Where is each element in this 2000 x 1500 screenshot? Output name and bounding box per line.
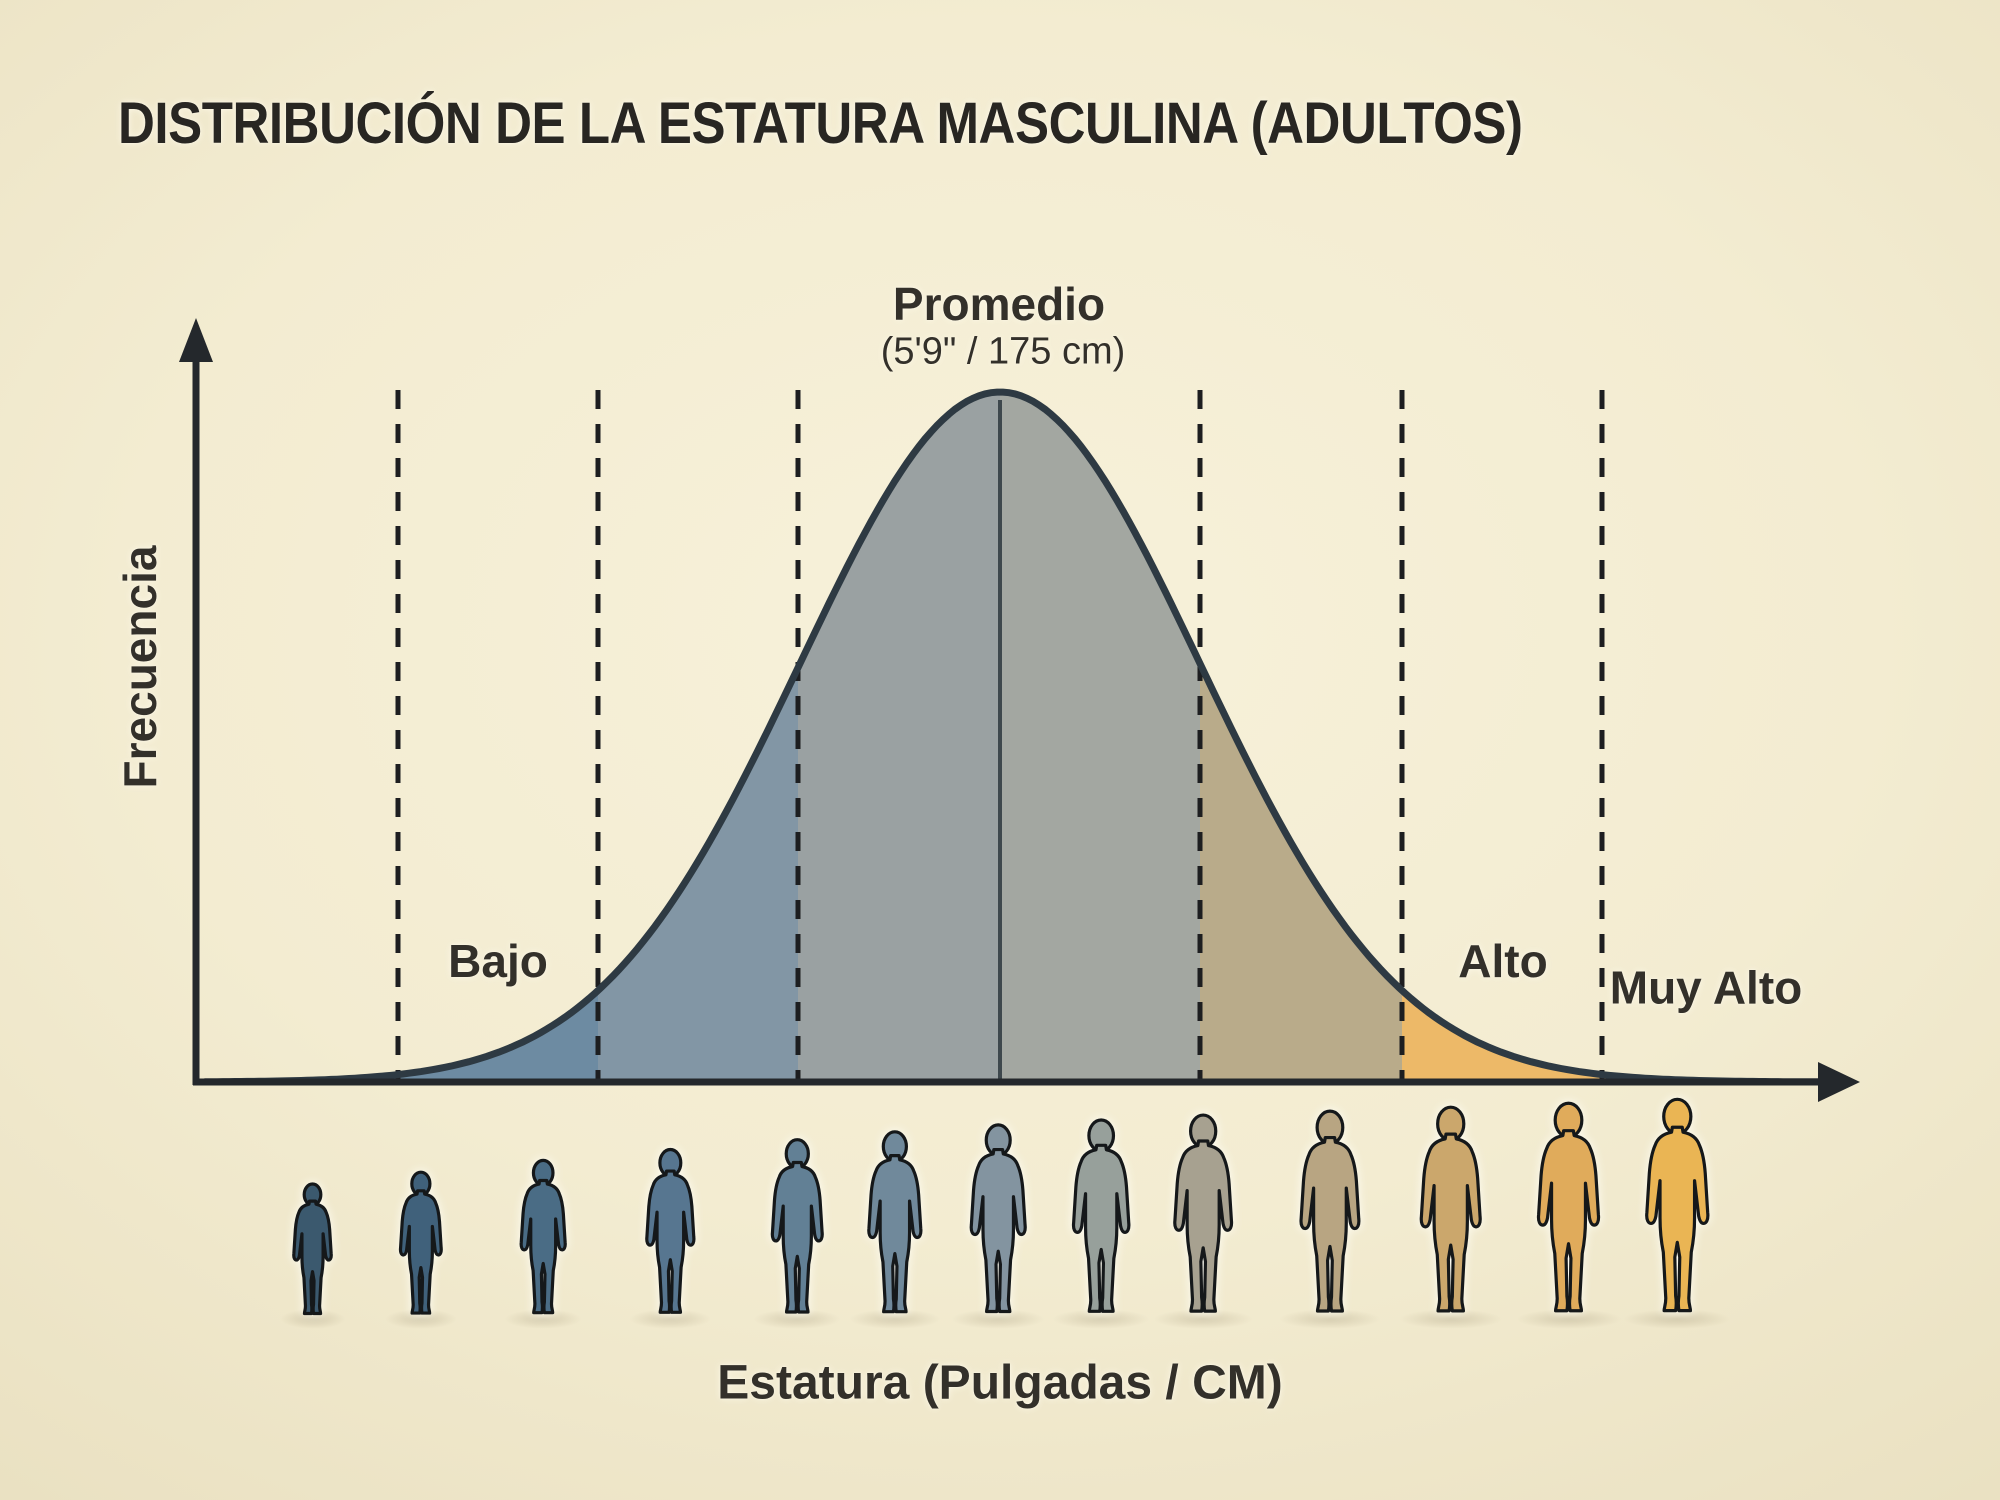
x-axis-arrowhead-icon bbox=[1818, 1062, 1860, 1102]
curve-band bbox=[798, 392, 1000, 1082]
person-silhouette bbox=[971, 1125, 1025, 1312]
figure-ground-shadow bbox=[1623, 1309, 1731, 1329]
region-label-short: Bajo bbox=[448, 935, 548, 987]
figure-ground-shadow bbox=[628, 1309, 712, 1329]
figure-ground-shadow bbox=[1279, 1309, 1381, 1329]
y-axis-title: Frecuencia bbox=[114, 545, 166, 789]
person-silhouette bbox=[772, 1140, 822, 1312]
person-figure bbox=[1634, 1096, 1721, 1318]
person-silhouette bbox=[869, 1132, 921, 1312]
person-figure bbox=[512, 1158, 574, 1318]
sigma-dashed-gridlines bbox=[395, 390, 1605, 1079]
person-figure bbox=[1409, 1104, 1492, 1318]
figure-ground-shadow bbox=[849, 1309, 941, 1329]
figure-ground-shadow bbox=[753, 1309, 841, 1329]
person-silhouette bbox=[1301, 1111, 1359, 1311]
region-label-very-tall: Muy Alto bbox=[1609, 961, 1803, 1014]
mean-value-label: (5'9" / 175 cm) bbox=[880, 330, 1126, 373]
curve-band bbox=[1000, 392, 1200, 1082]
figure-ground-shadow bbox=[1399, 1309, 1503, 1329]
person-figure bbox=[392, 1170, 450, 1318]
figure-ground-shadow bbox=[950, 1309, 1046, 1329]
person-figure bbox=[858, 1129, 932, 1318]
region-label-tall: Alto bbox=[1458, 935, 1548, 987]
person-figure bbox=[1062, 1117, 1140, 1318]
person-figure bbox=[1163, 1112, 1243, 1318]
person-figure bbox=[1526, 1100, 1611, 1318]
chart-title: DISTRIBUCIÓN DE LA ESTATURA MASCULINA (A… bbox=[118, 91, 1523, 156]
person-silhouette bbox=[1175, 1115, 1232, 1311]
figure-ground-shadow bbox=[280, 1309, 346, 1329]
person-silhouette bbox=[401, 1172, 442, 1313]
person-silhouette bbox=[1073, 1120, 1128, 1311]
y-axis-arrowhead-icon bbox=[179, 318, 213, 362]
curve-band bbox=[205, 392, 398, 1082]
person-silhouette bbox=[1539, 1103, 1599, 1311]
person-silhouette bbox=[1422, 1107, 1481, 1311]
person-figure bbox=[637, 1147, 704, 1318]
person-silhouette bbox=[1646, 1099, 1707, 1310]
figure-ground-shadow bbox=[1153, 1309, 1253, 1329]
person-figure bbox=[286, 1182, 339, 1318]
figure-ground-shadow bbox=[1516, 1309, 1622, 1329]
axes bbox=[179, 318, 1860, 1102]
x-axis-title: Estatura (Pulgadas / CM) bbox=[717, 1356, 1283, 1410]
mean-label: Promedio bbox=[892, 278, 1106, 330]
figure-ground-shadow bbox=[385, 1309, 457, 1329]
figure-ground-shadow bbox=[504, 1309, 582, 1329]
bell-curve-outline bbox=[201, 388, 1829, 1086]
person-figure bbox=[960, 1122, 1036, 1318]
person-silhouette bbox=[646, 1150, 693, 1313]
person-figure bbox=[1289, 1108, 1371, 1318]
person-silhouette bbox=[521, 1160, 565, 1312]
person-figure bbox=[762, 1137, 833, 1318]
person-silhouette bbox=[294, 1184, 331, 1313]
figure-ground-shadow bbox=[1052, 1309, 1150, 1329]
